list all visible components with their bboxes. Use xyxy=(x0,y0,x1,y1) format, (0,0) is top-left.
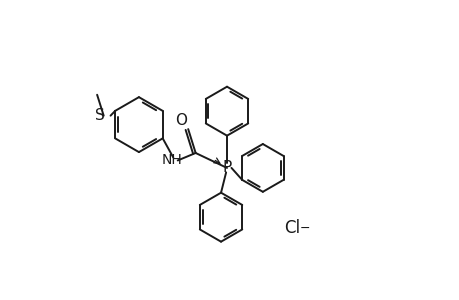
Text: O: O xyxy=(174,112,186,128)
Text: P: P xyxy=(222,160,231,175)
Text: NH: NH xyxy=(161,154,182,167)
Text: Cl: Cl xyxy=(283,219,299,237)
Text: S: S xyxy=(95,108,105,123)
Text: −: − xyxy=(300,222,310,235)
